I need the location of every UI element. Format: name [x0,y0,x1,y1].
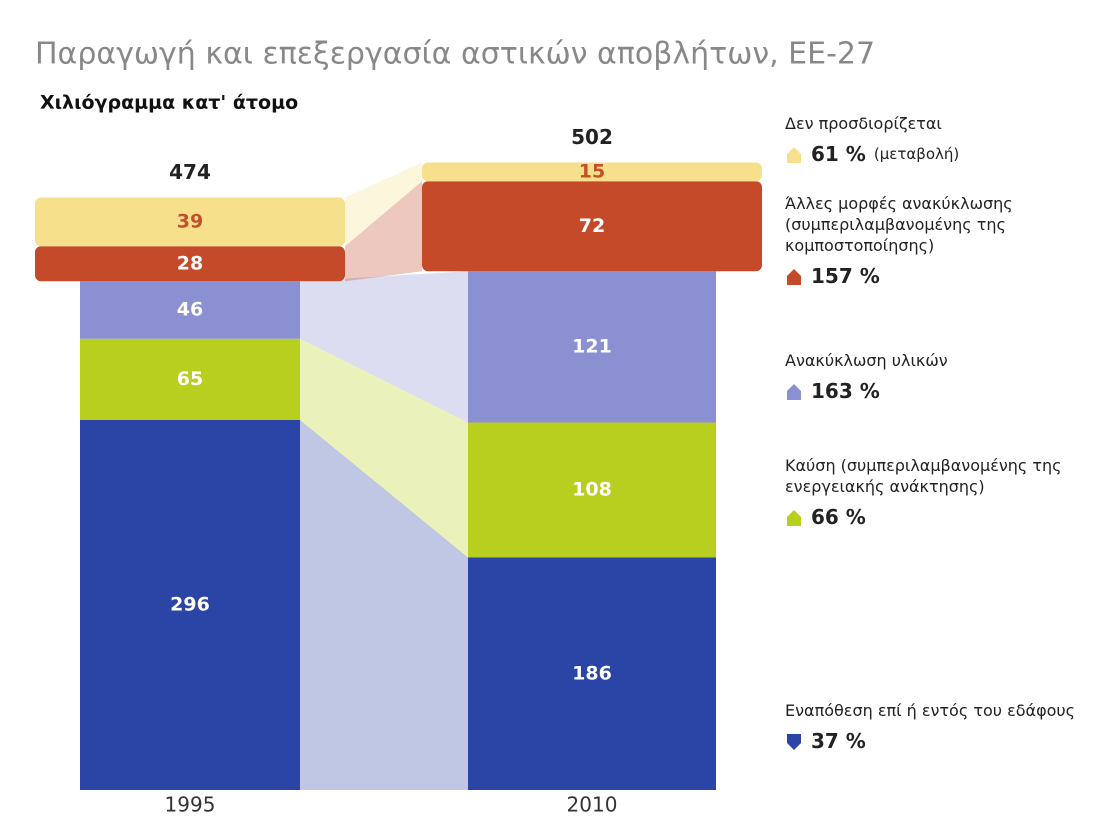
chart-title: Παραγωγή και επεξεργασία αστικών αποβλήτ… [35,37,875,72]
change-icon [785,146,803,164]
legend-label: Δεν προσδιορίζεται [785,113,1085,134]
legend-label: Άλλες μορφές ανακύκλωσης (συμπεριλαμβανο… [785,193,1085,256]
page: Παραγωγή και επεξεργασία αστικών αποβλήτ… [0,0,1108,818]
total-label: 474 [169,160,211,184]
change-icon [785,509,803,527]
change-icon [785,268,803,286]
x-tick-label: 1995 [165,793,216,817]
legend-item: Άλλες μορφές ανακύκλωσης (συμπεριλαμβανο… [785,193,1085,287]
arrow [787,384,801,400]
value-label: 65 [177,368,203,390]
legend-item: Ανακύκλωση υλικών 163 % [785,350,1085,402]
arrow [787,734,801,750]
change-value: 163 % [811,381,880,402]
change-icon [785,383,803,401]
change-row: 163 % [785,381,1085,402]
change-note: (μεταβολή) [874,144,959,165]
change-value: 37 % [811,731,866,752]
legend-label: Καύση (συμπεριλαμβανομένης της ενεργειακ… [785,455,1085,497]
legend-item: Καύση (συμπεριλαμβανομένης της ενεργειακ… [785,455,1085,528]
value-label: 28 [177,252,203,274]
value-label: 72 [579,215,605,237]
arrow [787,269,801,285]
value-label: 296 [170,594,210,616]
change-row: 37 % [785,731,1085,752]
arrow [787,147,801,163]
x-tick-label: 2010 [567,793,618,817]
change-row: 61 % (μεταβολή) [785,144,1085,165]
value-label: 108 [572,479,612,501]
change-value: 66 % [811,507,866,528]
legend-item: Δεν προσδιορίζεται 61 % (μεταβολή) [785,113,1085,165]
change-value: 157 % [811,266,880,287]
value-label: 39 [177,210,203,232]
value-label: 15 [579,160,605,182]
total-label: 502 [571,125,613,149]
chart-subtitle: Χιλιόγραμμα κατ' άτομο [40,92,298,114]
change-row: 157 % [785,266,1085,287]
value-label: 121 [572,335,612,357]
change-row: 66 % [785,507,1085,528]
legend-label: Εναπόθεση επί ή εντός του εδάφους [785,700,1085,721]
change-icon [785,733,803,751]
change-value: 61 % [811,144,866,165]
legend-item: Εναπόθεση επί ή εντός του εδάφους 37 % [785,700,1085,752]
arrow [787,510,801,526]
value-label: 46 [177,299,203,321]
value-label: 186 [572,662,612,684]
legend-label: Ανακύκλωση υλικών [785,350,1085,371]
